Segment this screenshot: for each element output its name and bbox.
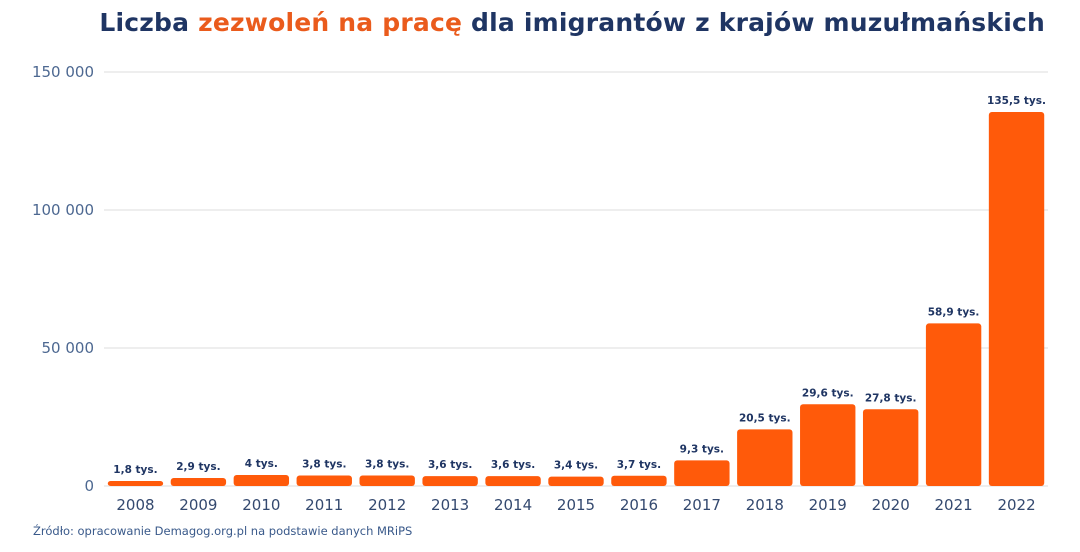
y-tick-label: 100 000 (32, 201, 94, 219)
data-label: 4 tys. (245, 458, 278, 470)
data-label: 2,9 tys. (176, 461, 220, 473)
bar (422, 476, 478, 486)
title-part-3: dla imigrantów z krajów muzułmańskich (462, 8, 1045, 37)
x-tick-label: 2011 (305, 496, 343, 514)
bar (674, 460, 730, 486)
data-label: 1,8 tys. (113, 464, 157, 476)
y-tick-label: 150 000 (32, 63, 94, 81)
data-label: 20,5 tys. (739, 412, 791, 424)
data-label: 9,3 tys. (680, 443, 724, 455)
bar (485, 476, 541, 486)
bar (170, 477, 227, 486)
data-label: 3,8 tys. (302, 459, 346, 471)
y-tick-label: 50 000 (42, 339, 95, 357)
title-part-1: Liczba (99, 8, 199, 37)
chart-title: Liczba zezwoleń na pracę dla imigrantów … (0, 8, 1045, 37)
bar (862, 409, 919, 486)
data-label: 3,4 tys. (554, 460, 598, 472)
data-label: 3,6 tys. (428, 459, 472, 471)
bar (611, 475, 667, 486)
x-tick-label: 2013 (431, 496, 469, 514)
bar (233, 474, 290, 486)
source-note: Źródło: opracowanie Demagog.org.pl na po… (33, 524, 413, 538)
x-tick-label: 2019 (809, 496, 847, 514)
data-label: 29,6 tys. (802, 387, 854, 399)
bar (548, 476, 604, 486)
x-tick-label: 2008 (116, 496, 154, 514)
x-tick-label: 2018 (746, 496, 784, 514)
data-label: 3,7 tys. (617, 459, 661, 471)
bar (359, 475, 415, 486)
bar (988, 112, 1045, 487)
x-tick-label: 2021 (935, 496, 973, 514)
title-accent: zezwoleń na pracę (198, 8, 463, 37)
bar (925, 323, 982, 486)
data-label: 135,5 tys. (987, 95, 1046, 107)
x-tick-label: 2016 (620, 496, 658, 514)
x-tick-label: 2010 (242, 496, 280, 514)
x-tick-label: 2020 (872, 496, 910, 514)
data-label: 27,8 tys. (865, 392, 917, 404)
x-tick-label: 2015 (557, 496, 595, 514)
x-tick-label: 2009 (179, 496, 217, 514)
data-label: 58,9 tys. (928, 306, 980, 318)
y-tick-label: 0 (84, 477, 94, 495)
x-tick-label: 2017 (683, 496, 721, 514)
bar (800, 404, 856, 486)
x-tick-label: 2014 (494, 496, 532, 514)
x-tick-label: 2012 (368, 496, 406, 514)
bar (296, 475, 352, 486)
x-tick-label: 2022 (997, 496, 1035, 514)
bar (737, 429, 793, 486)
data-label: 3,6 tys. (491, 459, 535, 471)
bar (107, 481, 164, 486)
data-label: 3,8 tys. (365, 459, 409, 471)
